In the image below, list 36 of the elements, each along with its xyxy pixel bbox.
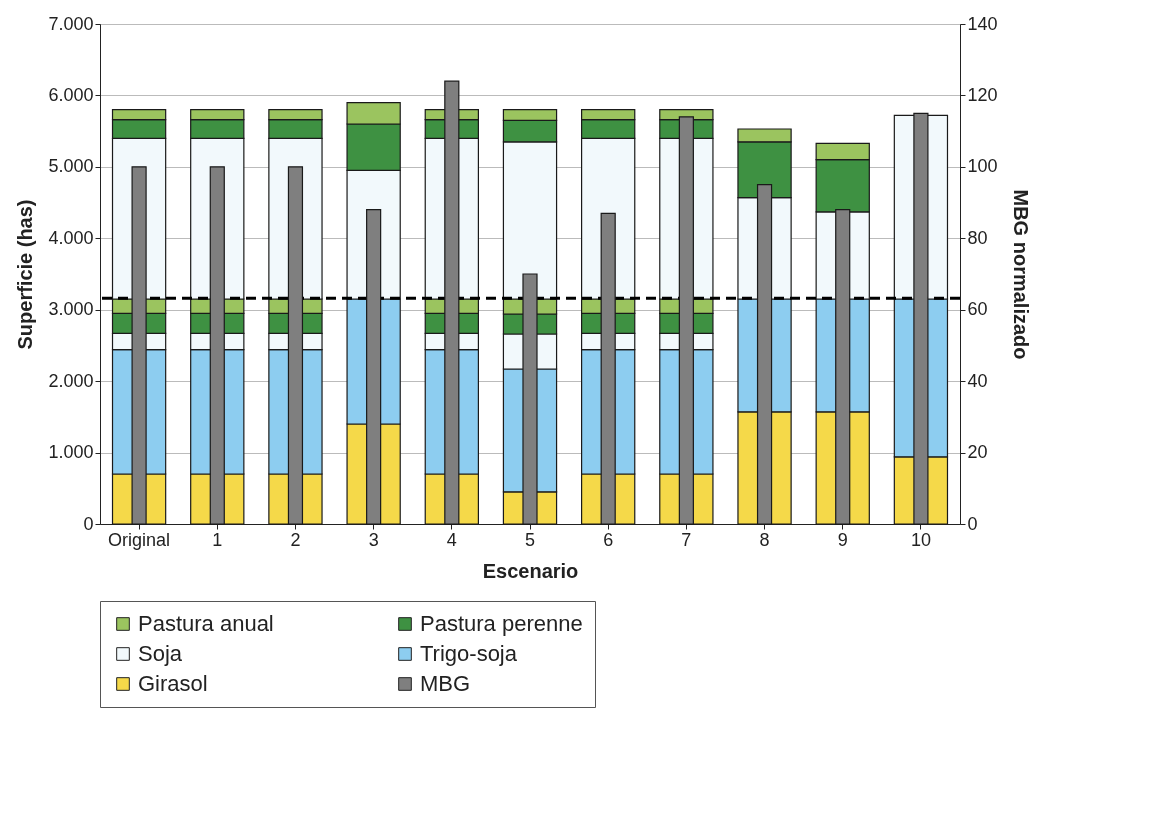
x-tick-label: 4 bbox=[446, 529, 457, 550]
x-tick-label: 9 bbox=[837, 529, 848, 550]
y2-tick-label: 100 bbox=[967, 156, 998, 177]
y-tick-label: 2.000 bbox=[48, 370, 94, 391]
legend-label: Pastura anual bbox=[138, 611, 274, 636]
x-tick-label: Original bbox=[108, 529, 171, 550]
x-tick-label: 10 bbox=[910, 529, 931, 550]
x-tick-label: 7 bbox=[681, 529, 692, 550]
y2-tick-label: 60 bbox=[967, 299, 988, 320]
x-tick-label: 6 bbox=[603, 529, 614, 550]
x-tick-label: 2 bbox=[290, 529, 301, 550]
x-tick-label: 3 bbox=[368, 529, 379, 550]
y-tick-label: 4.000 bbox=[48, 227, 94, 248]
y2-tick-label: 40 bbox=[967, 370, 988, 391]
y-axis-title: Superficie (has) bbox=[14, 199, 37, 350]
y-tick-label: 7.000 bbox=[48, 13, 94, 34]
legend-label: MBG bbox=[420, 671, 471, 696]
legend-label: Trigo-soja bbox=[420, 641, 518, 666]
legend-label: Soja bbox=[138, 641, 183, 666]
y-tick-label: 6.000 bbox=[48, 84, 94, 105]
legend-label: Pastura perenne bbox=[420, 611, 583, 636]
y2-tick-label: 20 bbox=[967, 442, 988, 463]
x-tick-label: 1 bbox=[212, 529, 223, 550]
y-tick-label: 3.000 bbox=[48, 299, 94, 320]
y-tick-label: 0 bbox=[83, 513, 94, 534]
x-tick-label: 8 bbox=[759, 529, 770, 550]
y2-tick-label: 120 bbox=[967, 84, 998, 105]
legend-label: Girasol bbox=[138, 671, 208, 696]
y2-tick-label: 140 bbox=[967, 13, 998, 34]
y2-tick-label: 80 bbox=[967, 227, 988, 248]
y-tick-label: 5.000 bbox=[48, 156, 94, 177]
y2-tick-label: 0 bbox=[967, 513, 978, 534]
y-tick-label: 1.000 bbox=[48, 442, 94, 463]
y2-axis-title: MBG normalizado bbox=[1009, 189, 1032, 360]
x-axis-title: Escenario bbox=[482, 559, 579, 582]
x-tick-label: 5 bbox=[524, 529, 536, 550]
